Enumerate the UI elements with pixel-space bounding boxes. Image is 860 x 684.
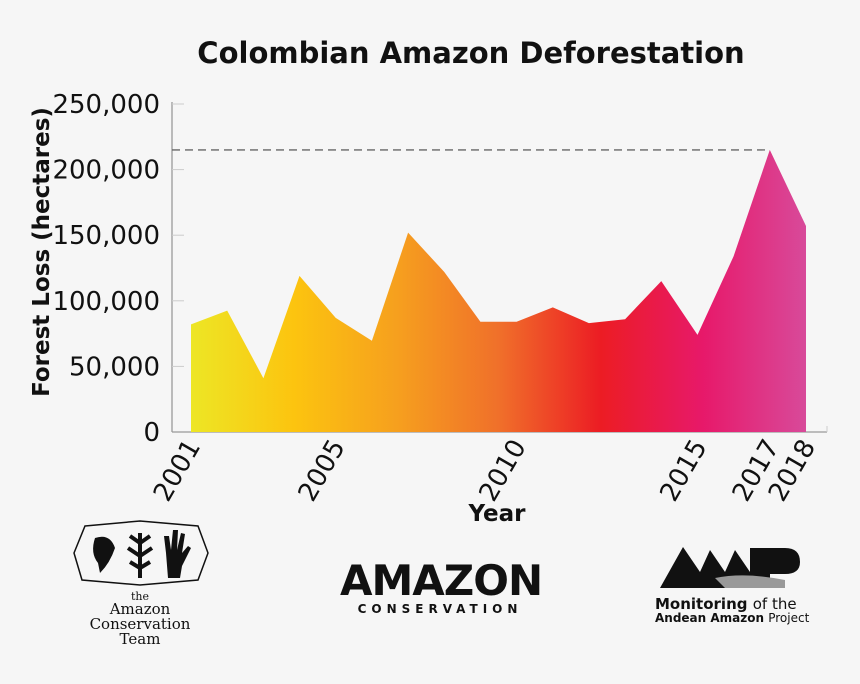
maap-mountains-icon bbox=[660, 547, 800, 588]
amazon-conservation-team-logo: the Amazon Conservation Team bbox=[60, 518, 220, 647]
x-tick-label: 2010 bbox=[474, 435, 533, 507]
maap-text: Andean Amazon bbox=[655, 611, 765, 625]
y-tick-label: 50,000 bbox=[69, 352, 160, 382]
y-tick-label: 100,000 bbox=[52, 287, 160, 317]
y-tick-label: 200,000 bbox=[52, 156, 160, 186]
ac-logo-title: AMAZON bbox=[340, 556, 543, 605]
maap-text: Monitoring bbox=[655, 595, 748, 613]
chart-title: Colombian Amazon Deforestation bbox=[197, 36, 744, 70]
y-tick-label: 150,000 bbox=[52, 221, 160, 251]
bird-plant-hand-icon bbox=[73, 520, 209, 586]
forest-loss-area bbox=[191, 149, 806, 432]
x-axis-label: Year bbox=[467, 501, 526, 527]
x-tick-label: 2015 bbox=[654, 435, 713, 507]
maap-text: of the bbox=[752, 595, 797, 613]
act-logo-text: Team bbox=[119, 630, 161, 648]
x-tick-label: 2005 bbox=[293, 435, 352, 507]
y-axis-label: Forest Loss (hectares) bbox=[29, 107, 55, 397]
ac-logo-subtitle: CONSERVATION bbox=[357, 602, 523, 616]
amazon-conservation-logo: AMAZON CONSERVATION bbox=[340, 556, 543, 617]
act-logo-text: Amazon bbox=[109, 600, 171, 618]
area-chart: Colombian Amazon Deforestation 0 50,000 10… bbox=[29, 36, 828, 527]
act-logo-text: Conservation bbox=[89, 615, 191, 633]
maap-logo: Monitoring of the Andean Amazon Project bbox=[655, 542, 815, 625]
y-tick-label: 250,000 bbox=[52, 90, 160, 120]
maap-text: Project bbox=[768, 611, 810, 625]
act-logo-text: the bbox=[130, 590, 149, 603]
y-tick-label: 0 bbox=[143, 418, 160, 448]
y-axis: 0 50,000 100,000 150,000 200,000 250,000 bbox=[52, 90, 184, 448]
